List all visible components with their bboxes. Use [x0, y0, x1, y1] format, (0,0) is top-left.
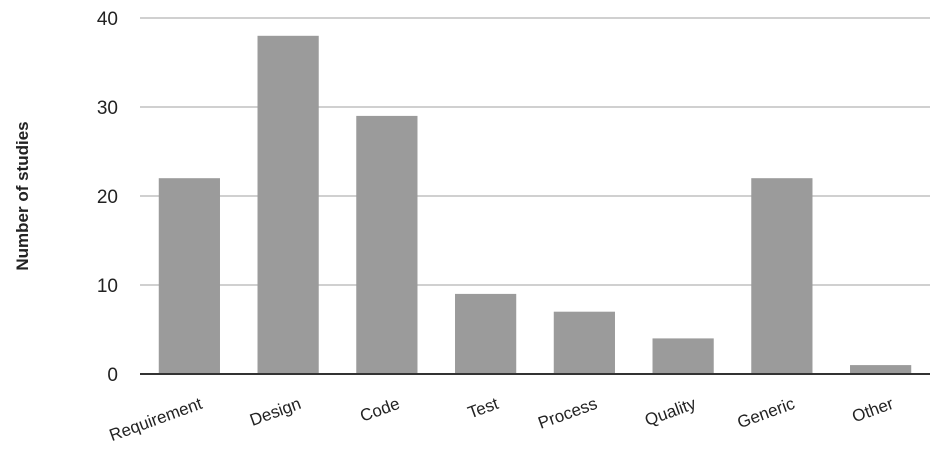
bar-code	[356, 115, 418, 375]
bar-design	[257, 35, 319, 375]
y-tick-label: 20	[97, 187, 118, 208]
x-tick-label: Process	[536, 394, 600, 433]
bar-test	[455, 293, 517, 374]
y-tick-label: 10	[97, 276, 118, 297]
x-tick-label: Generic	[735, 394, 798, 432]
y-axis-label: Number of studies	[13, 121, 32, 270]
bar-process	[553, 311, 615, 374]
bar-generic	[751, 178, 813, 374]
bars	[158, 35, 912, 375]
x-tick-label: Test	[465, 394, 501, 423]
bar-requirement	[158, 178, 220, 374]
y-tick-label: 30	[97, 98, 118, 119]
bar-other	[850, 365, 912, 374]
x-tick-label: Requirement	[107, 394, 205, 445]
x-tick-label: Design	[247, 394, 303, 430]
x-tick-label: Other	[850, 394, 897, 427]
x-tick-labels: Requirement Design Code Test Process Quality G…	[107, 394, 897, 445]
y-tick-label: 40	[97, 9, 118, 30]
bar-quality	[652, 338, 714, 374]
x-tick-label: Code	[358, 394, 403, 426]
y-tick-label: 0	[107, 365, 118, 386]
x-tick-label: Quality	[642, 394, 699, 430]
y-tick-labels: 0 10 20 30 40	[97, 9, 118, 386]
